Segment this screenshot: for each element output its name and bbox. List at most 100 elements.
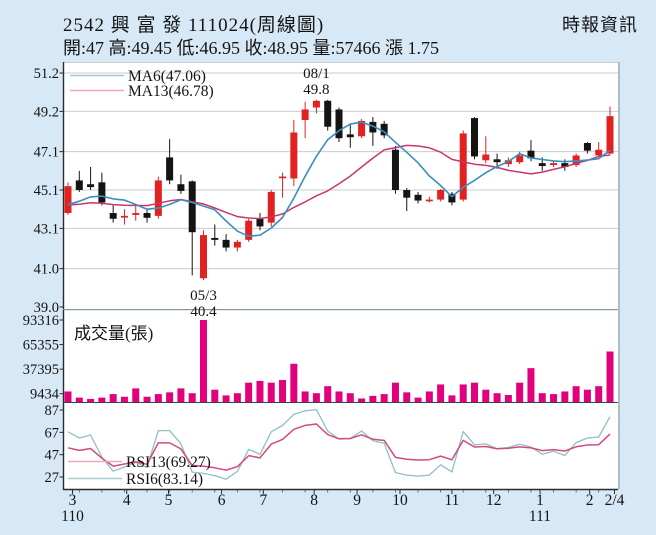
annotation-price-label: 49.8	[303, 82, 329, 98]
volume-bar	[448, 395, 456, 402]
volume-bar	[211, 389, 219, 402]
candlestick-up	[358, 120, 366, 137]
volume-bar	[561, 391, 569, 402]
volume-bar	[391, 382, 399, 402]
ma6-line	[67, 121, 611, 237]
volume-bar	[369, 395, 377, 402]
volume-bar	[403, 392, 411, 402]
candlestick-down	[98, 182, 106, 203]
price-axis-label: 49.2	[34, 104, 59, 120]
volume-bar	[120, 396, 128, 402]
volume-bar	[538, 393, 546, 402]
price-axis-label: 45.1	[34, 183, 59, 199]
ma13-legend-label: MA13(46.78)	[128, 83, 214, 100]
candlestick-up	[595, 149, 603, 156]
volume-bar	[482, 389, 490, 402]
volume-bar	[143, 396, 151, 402]
volume-bar	[132, 388, 140, 402]
volume-axis-label: 37395	[23, 362, 59, 378]
candlestick-up	[437, 189, 445, 200]
candlestick-up	[233, 241, 241, 248]
ma6-legend-label: MA6(47.06)	[128, 68, 206, 85]
volume-bar	[493, 393, 501, 402]
candlestick-down	[403, 189, 411, 198]
volume-bar	[166, 392, 174, 402]
source-label: 時報資訊	[562, 15, 638, 35]
candlestick-up	[245, 220, 253, 240]
candlestick-down	[75, 180, 83, 190]
rsi-axis-label: 67	[45, 425, 60, 441]
candlestick-down	[414, 194, 422, 201]
candlestick-down	[188, 181, 196, 233]
chart-title: 2542 興 富 發 111024(周線圖)	[63, 15, 325, 36]
volume-bar	[312, 393, 320, 402]
candlestick-down	[109, 213, 117, 219]
volume-bar	[188, 393, 196, 402]
candlestick-down	[583, 143, 591, 151]
candlestick-down	[256, 218, 264, 227]
candlestick-down	[448, 193, 456, 203]
candlestick-up	[132, 213, 140, 215]
candlestick-up	[279, 176, 287, 179]
volume-bar	[256, 380, 264, 402]
volume-bar	[527, 368, 535, 402]
rsi6-legend-label: RSI6(83.14)	[126, 471, 203, 488]
volume-bar	[583, 389, 591, 402]
volume-bar	[109, 394, 117, 402]
candlestick-up	[459, 133, 467, 200]
x-axis-month-label: 1	[536, 492, 544, 509]
volume-bar	[324, 386, 332, 402]
volume-bar	[595, 386, 603, 402]
price-axis-label: 51.2	[34, 66, 59, 82]
candlestick-up	[120, 215, 128, 218]
volume-panel	[63, 311, 618, 402]
volume-bar	[606, 351, 614, 402]
candlestick-down	[222, 239, 230, 248]
volume-bar	[75, 397, 83, 402]
volume-bar	[290, 363, 298, 402]
x-axis-month-label: 2	[586, 492, 594, 509]
candlestick-down	[561, 163, 569, 167]
candlestick-up	[606, 116, 614, 154]
price-axis-label: 47.1	[34, 145, 59, 161]
volume-bar	[550, 394, 558, 402]
volume-bar	[233, 393, 241, 402]
volume-bar	[425, 391, 433, 402]
volume-bar	[471, 382, 478, 402]
candlestick-up	[154, 180, 162, 216]
candlestick-down	[369, 121, 377, 133]
rsi-axis-label: 87	[45, 403, 60, 419]
volume-bar	[358, 398, 366, 402]
candlestick-up	[290, 132, 298, 179]
candlestick-up	[550, 163, 558, 166]
x-axis-era-label: 111	[529, 508, 551, 525]
volume-bar	[516, 382, 524, 402]
volume-bar	[380, 394, 388, 402]
candlestick-down	[391, 149, 399, 190]
volume-bar	[98, 397, 106, 402]
volume-bar	[87, 398, 95, 402]
x-axis-month-label: 8	[310, 492, 318, 509]
x-axis-month-label: 9	[353, 492, 361, 509]
volume-axis-label: 9434	[30, 387, 60, 403]
x-axis-month-label: 10	[392, 492, 408, 509]
annotation-price-label: 40.4	[190, 304, 217, 320]
volume-bar	[459, 384, 467, 402]
annotation-date-label: 05/3	[190, 288, 217, 304]
candlestick-up	[301, 109, 309, 120]
candlestick-down	[324, 100, 332, 127]
candlestick-down	[143, 213, 151, 218]
volume-bar	[301, 391, 309, 402]
candlestick-up	[200, 235, 207, 279]
x-axis-month-label: 4	[123, 492, 131, 509]
quote-stats: 開:47 高:49.45 低:46.95 收:48.95 量:57466 漲 1…	[63, 38, 440, 58]
volume-bar	[267, 382, 275, 402]
x-axis-month-label: 5	[165, 492, 173, 509]
x-axis-month-label: 6	[218, 492, 226, 509]
volume-panel-label: 成交量(張)	[74, 324, 153, 343]
x-axis-era-label: 110	[61, 508, 84, 525]
candlestick-up	[267, 191, 275, 223]
price-axis-label: 43.1	[34, 221, 59, 237]
